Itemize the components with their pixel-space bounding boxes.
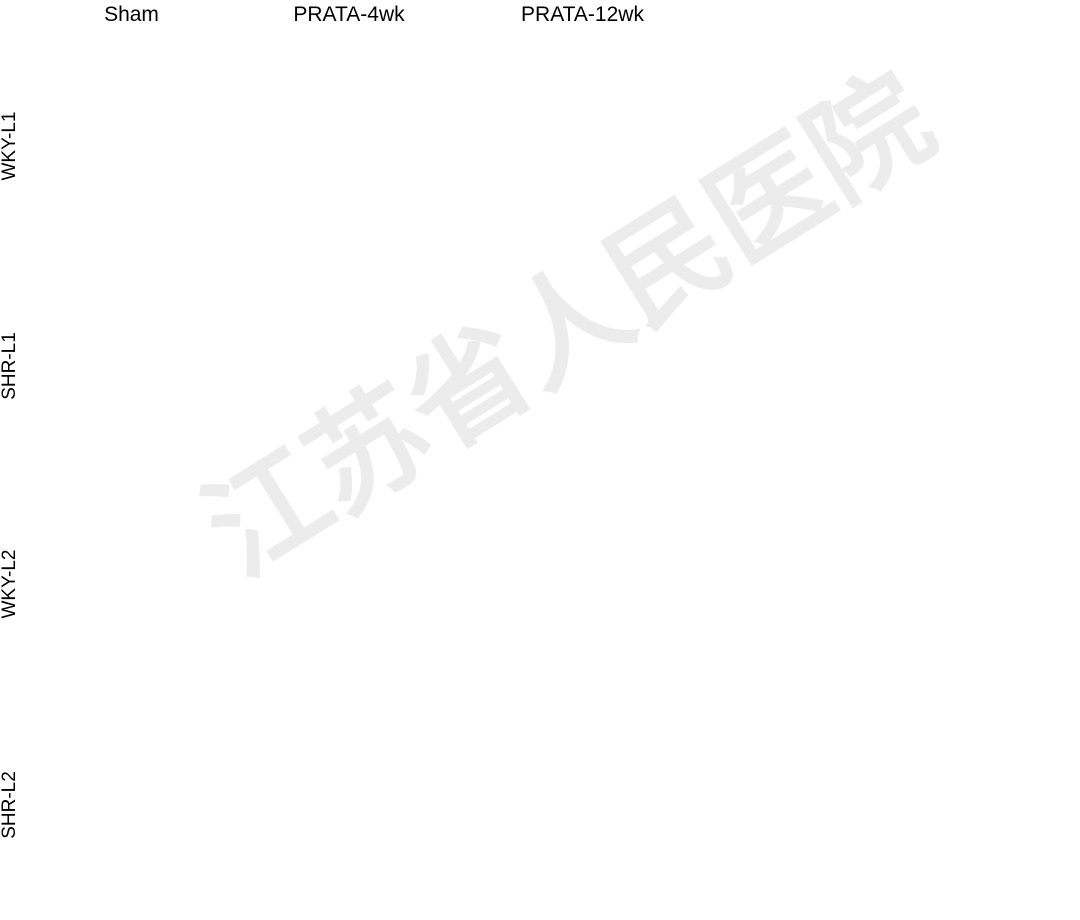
micrograph-grid: Sham PRATA-4wk PRATA-12wk WKY-L1 SHR-L1 WKY-L…: [0, 3, 695, 915]
row-label-wky-l1: WKY-L1: [0, 111, 20, 181]
column-header-prata-4wk: PRATA-4wk: [293, 3, 405, 26]
row-label-shr-l2: SHR-L2: [0, 771, 20, 839]
row-label-wky-l2: WKY-L2: [0, 549, 20, 618]
column-header-sham: Sham: [104, 3, 159, 26]
column-header-prata-12wk: PRATA-12wk: [521, 3, 644, 26]
row-label-shr-l1: SHR-L1: [0, 331, 20, 400]
